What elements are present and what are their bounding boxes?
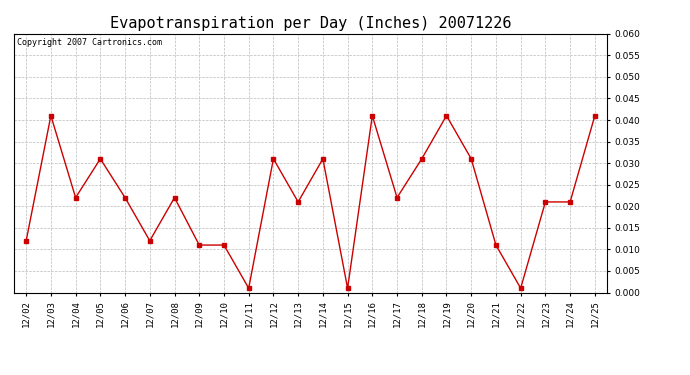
Text: Copyright 2007 Cartronics.com: Copyright 2007 Cartronics.com	[17, 38, 161, 46]
Title: Evapotranspiration per Day (Inches) 20071226: Evapotranspiration per Day (Inches) 2007…	[110, 16, 511, 31]
